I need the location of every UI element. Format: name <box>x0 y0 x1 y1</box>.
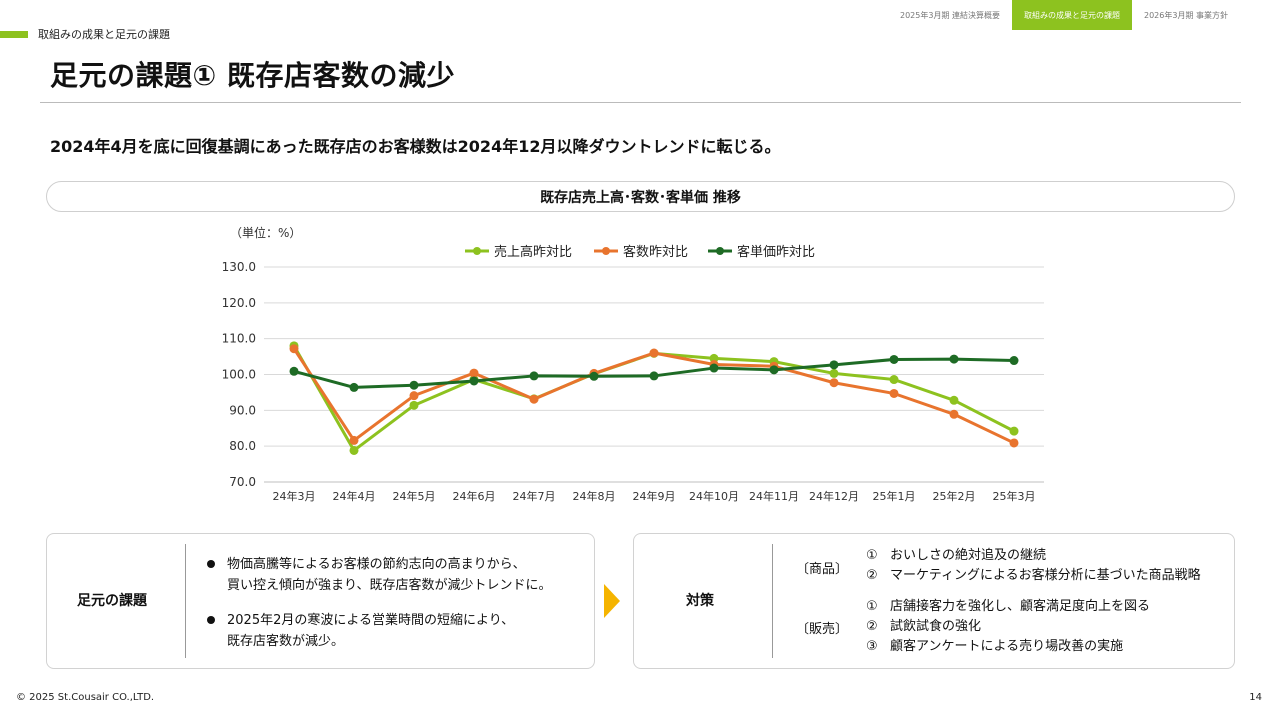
section-accent-bar <box>0 31 28 38</box>
chart-title: 既存店売上高･客数･客単価 推移 <box>540 189 741 206</box>
legend-label: 客単価昨対比 <box>737 244 815 260</box>
page-number: 14 <box>1249 692 1262 703</box>
x-tick-label: 25年3月 <box>993 489 1036 503</box>
y-tick-label: 90.0 <box>229 403 256 417</box>
tab-achievements-issues[interactable]: 取組みの成果と足元の課題 <box>1012 0 1132 30</box>
issue-item: 2025年2月の寒波による営業時間の短縮により、 既存店客数が減少。 <box>207 610 551 652</box>
issues-list: 物価高騰等によるお客様の節約志向の高まりから、 買い控え傾向が強まり、既存店客数… <box>207 554 551 666</box>
issue-text: 2025年2月の寒波による営業時間の短縮により、 既存店客数が減少。 <box>227 613 515 649</box>
y-axis: 70.0 80.0 90.0 100.0 110.0 120.0 130.0 <box>222 260 256 489</box>
data-point <box>289 344 299 354</box>
series-line <box>292 347 1015 445</box>
data-point <box>949 354 959 364</box>
x-tick-label: 24年10月 <box>689 489 739 503</box>
data-point <box>529 394 539 404</box>
line-chart: （単位：%） 売上高昨対比 客数昨対比 客単価昨対比 70.0 80.0 90.0 100… <box>222 225 1044 503</box>
issue-item: 物価高騰等によるお客様の節約志向の高まりから、 買い控え傾向が強まり、既存店客数… <box>207 554 551 596</box>
group-tag-product: 〔商品〕 <box>796 562 849 577</box>
group-tag-sales: 〔販売〕 <box>796 622 849 637</box>
chart-legend: 売上高昨対比 客数昨対比 客単価昨対比 <box>465 244 815 260</box>
section-label: 取組みの成果と足元の課題 <box>38 28 170 41</box>
measure-item: ② 試飲試食の強化 <box>866 619 982 634</box>
lead-text: 2024年4月を底に回復基調にあった既存店のお客様数は2024年12月以降ダウン… <box>50 137 781 156</box>
data-point <box>1009 426 1019 436</box>
data-point <box>949 395 959 405</box>
measures-divider <box>772 544 773 658</box>
y-tick-label: 80.0 <box>229 439 256 453</box>
y-tick-label: 100.0 <box>222 368 256 382</box>
measure-item: ② マーケティングによるお客様分析に基づいた商品戦略 <box>866 568 1201 583</box>
issues-divider <box>185 544 186 658</box>
x-tick-label: 24年6月 <box>453 489 496 503</box>
y-tick-label: 130.0 <box>222 260 256 274</box>
data-point <box>409 400 419 410</box>
tab-financial-summary[interactable]: 2025年3月期 連結決算概要 <box>900 10 1000 20</box>
legend-label: 客数昨対比 <box>623 244 688 260</box>
page-title: 足元の課題① 既存店客数の減少 <box>50 59 455 92</box>
x-tick-label: 24年5月 <box>393 489 436 503</box>
data-point <box>889 375 899 385</box>
data-point <box>349 445 359 455</box>
issue-text: 物価高騰等によるお客様の節約志向の高まりから、 買い控え傾向が強まり、既存店客数… <box>227 557 552 593</box>
data-point <box>469 376 479 386</box>
bullet-dot-icon <box>207 560 215 568</box>
data-point <box>649 371 659 381</box>
x-axis: 24年3月 24年4月 24年5月 24年6月 24年7月 24年8月 24年9月 24年10… <box>273 489 1036 503</box>
x-tick-label: 24年12月 <box>809 489 859 503</box>
chart-header: 既存店売上高･客数･客単価 推移 <box>46 181 1235 212</box>
x-tick-label: 24年8月 <box>573 489 616 503</box>
data-point <box>709 363 719 373</box>
data-point <box>1009 356 1019 366</box>
top-nav: 2025年3月期 連結決算概要 取組みの成果と足元の課題 2026年3月期 事業… <box>888 0 1240 30</box>
x-tick-label: 25年2月 <box>933 489 976 503</box>
measure-item: ① おいしさの絶対追及の継続 <box>866 548 1047 563</box>
data-point <box>289 366 299 376</box>
data-point <box>949 409 959 419</box>
measures-title: 対策 <box>686 593 714 609</box>
bullet-dot-icon <box>207 616 215 624</box>
data-point <box>349 382 359 392</box>
data-point <box>349 435 359 445</box>
tab-business-policy[interactable]: 2026年3月期 事業方針 <box>1144 10 1228 20</box>
measure-item: ① 店舗接客力を強化し、顧客満足度向上を図る <box>866 599 1151 614</box>
measure-item: ③ 顧客アンケートによる売り場改善の実施 <box>866 639 1124 654</box>
chart-series <box>289 341 1019 455</box>
arrow-right-icon <box>604 584 620 618</box>
data-point <box>889 388 899 398</box>
legend-label: 売上高昨対比 <box>494 244 572 260</box>
issues-title: 足元の課題 <box>77 593 147 609</box>
legend-marker <box>716 247 724 255</box>
measures-panel: 対策 〔商品〕 ① おいしさの絶対追及の継続 ② マーケティングによるお客様分析に基… <box>633 533 1235 669</box>
y-tick-label: 70.0 <box>229 475 256 489</box>
data-point <box>829 378 839 388</box>
data-point <box>409 380 419 390</box>
data-point <box>469 368 479 378</box>
y-tick-label: 120.0 <box>222 296 256 310</box>
issues-panel: 足元の課題 物価高騰等によるお客様の節約志向の高まりから、 買い控え傾向が強まり… <box>46 533 595 669</box>
data-point <box>889 354 899 364</box>
legend-marker <box>473 247 481 255</box>
x-tick-label: 24年7月 <box>513 489 556 503</box>
data-point <box>409 391 419 401</box>
legend-marker <box>602 247 610 255</box>
data-point <box>589 371 599 381</box>
copyright: © 2025 St.Cousair CO.,LTD. <box>16 692 155 703</box>
x-tick-label: 24年3月 <box>273 489 316 503</box>
data-point <box>829 360 839 370</box>
x-tick-label: 24年9月 <box>633 489 676 503</box>
x-tick-label: 25年1月 <box>873 489 916 503</box>
y-tick-label: 110.0 <box>222 332 256 346</box>
unit-label: （単位：%） <box>230 225 301 240</box>
x-tick-label: 24年11月 <box>749 489 799 503</box>
data-point <box>769 365 779 375</box>
data-point <box>1009 438 1019 448</box>
data-point <box>529 371 539 381</box>
x-tick-label: 24年4月 <box>333 489 376 503</box>
data-point <box>649 348 659 358</box>
title-divider <box>40 102 1241 103</box>
data-point <box>829 368 839 378</box>
